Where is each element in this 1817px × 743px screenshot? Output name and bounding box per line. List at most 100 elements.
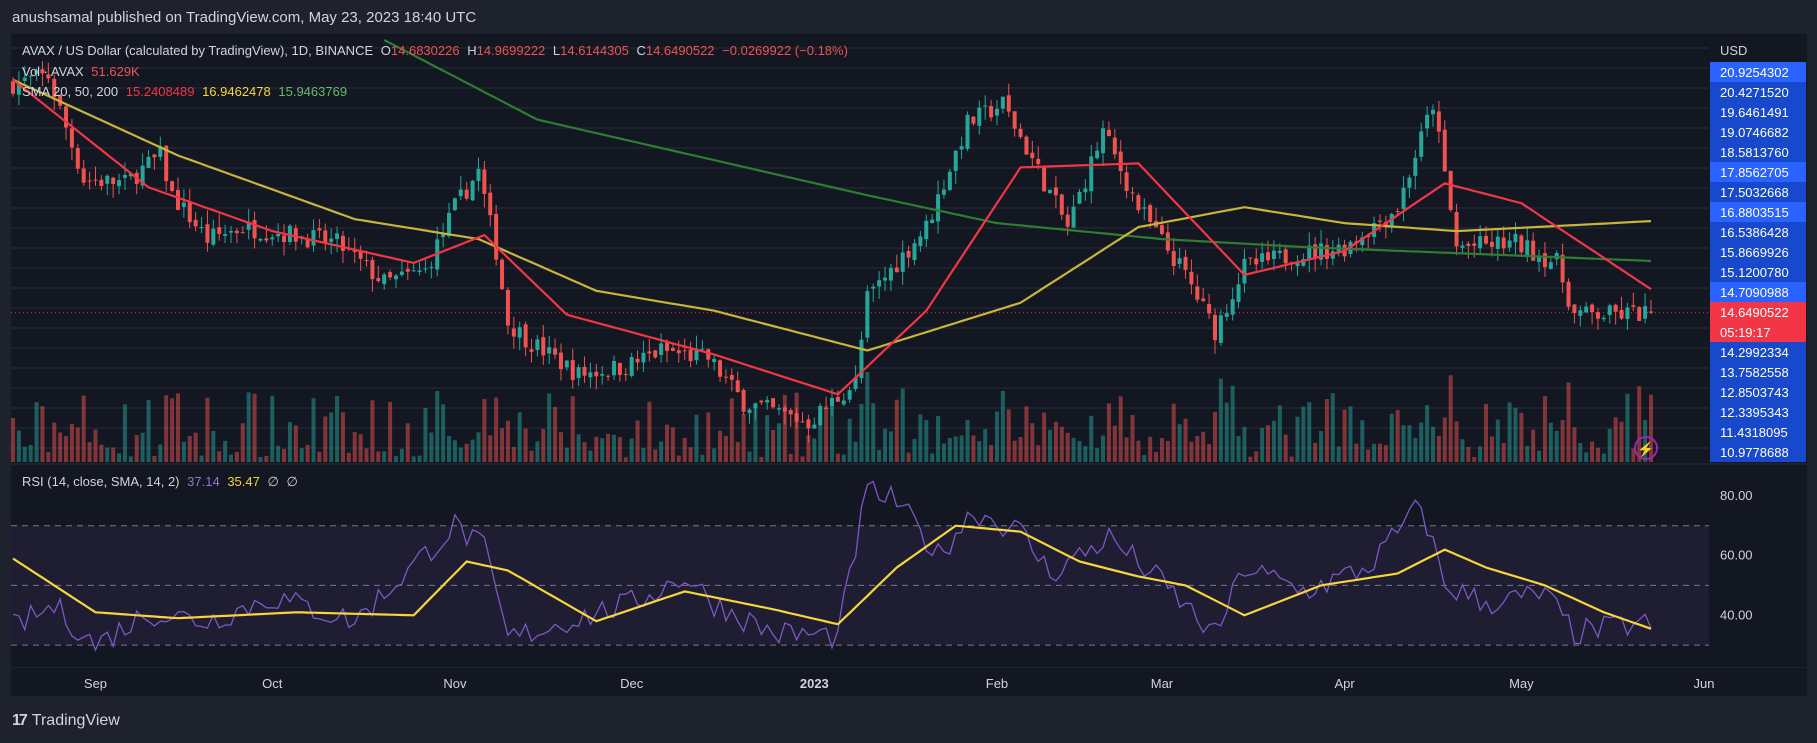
volume-bar (170, 398, 175, 462)
volume-bar (588, 450, 593, 462)
candle (1101, 128, 1106, 154)
candle (936, 194, 941, 222)
volume-bar (971, 435, 976, 462)
candle (1042, 166, 1047, 192)
volume-bar (841, 454, 846, 462)
volume-bar (305, 444, 310, 462)
volume-bar (941, 443, 946, 462)
volume-bar (223, 440, 228, 462)
volume-value: 51.629K (91, 64, 140, 79)
price-label: 17.8562705 (1720, 165, 1789, 180)
volume-bar (429, 432, 434, 462)
volume-bar (364, 448, 369, 462)
candle (1395, 211, 1400, 213)
candle (1519, 235, 1524, 253)
volume-bar (983, 429, 988, 462)
candle (311, 230, 316, 246)
candle (93, 179, 98, 181)
time-axis[interactable] (11, 668, 1709, 696)
volume-bar (906, 452, 911, 462)
volume-bar (1148, 436, 1153, 462)
rsi-line (12, 480, 1652, 652)
candle (1619, 309, 1624, 319)
volume-bar (1130, 415, 1135, 462)
candle (1425, 114, 1430, 129)
volume-bar (1548, 422, 1553, 462)
time-axis-label: Jun (1694, 676, 1715, 691)
candle (205, 224, 210, 243)
volume-bar (653, 449, 658, 462)
candle (405, 268, 410, 272)
candle (1218, 315, 1223, 343)
volume-bar (99, 444, 104, 462)
candle (941, 189, 946, 195)
axis-corner (1709, 668, 1807, 696)
volume-bar (782, 394, 787, 462)
rsi-extra-2: ∅ (286, 474, 298, 489)
candle (411, 270, 416, 272)
candle (547, 347, 552, 354)
time-axis-label: Apr (1334, 676, 1355, 691)
symbol-legend[interactable]: AVAX / US Dollar (calculated by TradingV… (22, 43, 852, 58)
price-label: 11.4318095 (1720, 425, 1788, 440)
volume-bar (511, 446, 516, 462)
volume-bar (529, 450, 534, 462)
candle (1537, 255, 1542, 262)
volume-legend[interactable]: Vol · AVAX 51.629K (22, 64, 144, 79)
candle (152, 154, 157, 158)
volume-bar (835, 453, 840, 462)
volume-bar (735, 441, 740, 462)
volume-bar (553, 406, 558, 462)
volume-bar (1389, 413, 1394, 462)
candle (1177, 258, 1182, 264)
volume-bar (741, 413, 746, 462)
candle (34, 70, 39, 74)
candle (1242, 258, 1247, 284)
sma-legend[interactable]: SMA 20, 50, 200 15.2408489 16.9462478 15… (22, 84, 351, 99)
candle (382, 274, 387, 285)
candle (989, 106, 994, 118)
candle (258, 238, 263, 241)
publisher-text: anushsamal published on TradingView.com,… (12, 9, 477, 26)
tradingview-brand[interactable]: 17 TradingView (12, 712, 120, 730)
candle (376, 278, 381, 282)
volume-bar (1425, 405, 1430, 462)
rsi-legend[interactable]: RSI (14, close, SMA, 14, 2) 37.14 35.47 … (22, 474, 302, 490)
volume-bar (494, 397, 499, 462)
candle (1631, 305, 1636, 307)
candle (193, 219, 198, 227)
volume-bar (523, 428, 528, 462)
price-label: 16.8803515 (1720, 205, 1789, 220)
candle (1059, 194, 1064, 215)
volume-bar (965, 419, 970, 462)
rsi-label: RSI (14, close, SMA, 14, 2) (22, 474, 180, 489)
rsi-pane[interactable] (11, 465, 1709, 667)
volume-bar (158, 444, 163, 462)
sma20-line (12, 78, 1652, 396)
sma-label: SMA 20, 50, 200 (22, 84, 119, 99)
candle (399, 271, 404, 275)
chart-canvas[interactable]: 20.9254302 20.4271520 19.6461491 19.0746682… (0, 0, 1817, 700)
volume-bar (128, 456, 133, 462)
volume-bar (788, 453, 793, 462)
volume-bar (346, 452, 351, 462)
volume-bar (441, 404, 446, 462)
candle (1590, 304, 1595, 313)
candle (718, 360, 723, 377)
candle (370, 259, 375, 280)
rsi-axis[interactable] (1709, 465, 1807, 667)
candle (1183, 256, 1188, 270)
lightning-icon[interactable]: ⚡ (1634, 436, 1658, 460)
volume-bar (718, 430, 723, 462)
candle (1024, 136, 1029, 155)
volume-bar (1189, 441, 1194, 462)
volume-bar (482, 398, 487, 462)
volume-bar (1307, 402, 1312, 462)
volume-bar (771, 429, 776, 462)
candle (1065, 214, 1070, 227)
volume-bar (28, 444, 33, 462)
volume-bar (417, 455, 422, 462)
volume-bar (287, 421, 292, 462)
volume-bar (146, 400, 151, 462)
volume-bar (52, 422, 57, 462)
